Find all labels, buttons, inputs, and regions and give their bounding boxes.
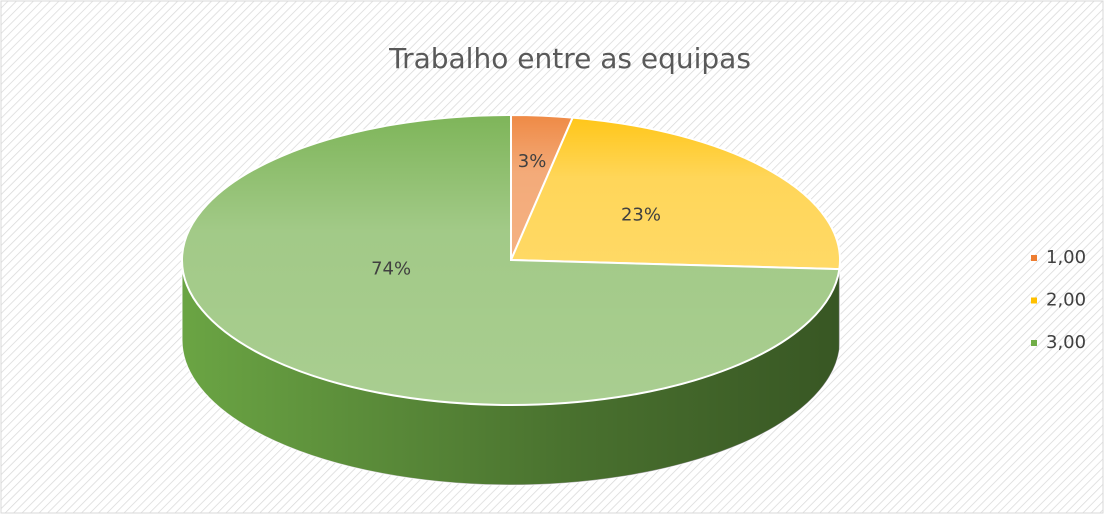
legend-label: 3,00 <box>1046 332 1086 353</box>
slice-shade <box>181 115 840 405</box>
slice-shade <box>511 117 840 270</box>
data-label: 23% <box>621 205 661 226</box>
legend-swatch <box>1031 297 1037 304</box>
data-label: 74% <box>371 259 411 280</box>
data-label: 3% <box>518 151 547 172</box>
chart-title: Trabalho entre as equipas <box>388 42 751 75</box>
side-shade <box>182 260 840 486</box>
legend-label: 1,00 <box>1046 247 1086 268</box>
legend-swatch <box>1031 340 1037 346</box>
legend-swatch <box>1031 255 1037 261</box>
legend-label: 2,00 <box>1046 290 1086 311</box>
